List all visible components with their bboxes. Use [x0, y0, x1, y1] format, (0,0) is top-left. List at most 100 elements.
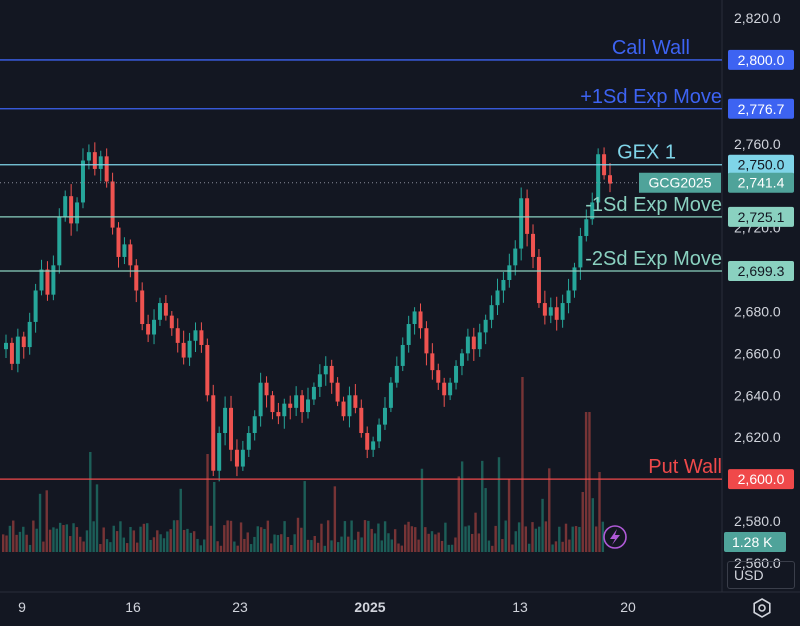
candle[interactable]: [39, 259, 44, 296]
candle[interactable]: [134, 259, 139, 303]
candle[interactable]: [51, 255, 56, 301]
candle[interactable]: [430, 343, 435, 380]
candle[interactable]: [306, 387, 310, 419]
candle[interactable]: [377, 418, 382, 449]
candle[interactable]: [353, 384, 358, 414]
candle[interactable]: [548, 297, 553, 324]
currency-selector[interactable]: USD: [727, 561, 795, 589]
candle[interactable]: [169, 311, 174, 336]
candle[interactable]: [359, 399, 364, 438]
candle[interactable]: [400, 337, 405, 372]
candle[interactable]: [365, 426, 370, 459]
candle[interactable]: [181, 330, 186, 365]
candle[interactable]: [229, 395, 234, 462]
candle[interactable]: [80, 148, 85, 209]
candle[interactable]: [477, 323, 482, 357]
candle[interactable]: [495, 278, 500, 316]
candle[interactable]: [442, 377, 447, 407]
candle[interactable]: [163, 295, 168, 321]
candle[interactable]: [542, 290, 547, 325]
candle[interactable]: [92, 142, 97, 176]
candle[interactable]: [15, 328, 20, 373]
candle[interactable]: [282, 398, 287, 429]
candle[interactable]: [211, 384, 216, 477]
candle[interactable]: [394, 356, 399, 388]
candle[interactable]: [146, 314, 151, 343]
candle[interactable]: [205, 338, 210, 402]
candle[interactable]: [347, 386, 352, 428]
candlestick-series[interactable]: [4, 142, 612, 482]
candle[interactable]: [608, 162, 612, 193]
candle[interactable]: [536, 249, 541, 308]
candle[interactable]: [388, 377, 393, 413]
candle[interactable]: [4, 334, 8, 359]
candle[interactable]: [519, 187, 524, 261]
candle[interactable]: [116, 222, 121, 268]
candle[interactable]: [459, 348, 464, 376]
candle[interactable]: [175, 318, 180, 353]
candle[interactable]: [448, 377, 453, 401]
candle[interactable]: [187, 332, 192, 366]
settings-icon[interactable]: [750, 596, 774, 620]
candle[interactable]: [311, 382, 316, 405]
candle[interactable]: [566, 278, 571, 314]
candle[interactable]: [465, 328, 470, 361]
candle[interactable]: [602, 147, 607, 180]
candle[interactable]: [276, 402, 281, 425]
candle[interactable]: [33, 283, 38, 333]
candle[interactable]: [27, 312, 32, 355]
candle[interactable]: [382, 397, 387, 430]
lightning-icon[interactable]: [603, 525, 627, 549]
candle[interactable]: [157, 297, 162, 326]
candle[interactable]: [572, 262, 577, 298]
candle[interactable]: [234, 439, 239, 477]
candle[interactable]: [217, 426, 222, 482]
candle[interactable]: [471, 327, 476, 361]
candle[interactable]: [554, 296, 559, 331]
candle[interactable]: [578, 227, 583, 280]
candle[interactable]: [323, 356, 328, 386]
candle[interactable]: [371, 436, 376, 457]
candle[interactable]: [45, 261, 50, 301]
candle[interactable]: [75, 197, 80, 232]
candle[interactable]: [270, 391, 275, 420]
candle[interactable]: [98, 150, 103, 182]
candle[interactable]: [317, 364, 322, 397]
candle[interactable]: [300, 390, 305, 423]
candle[interactable]: [329, 359, 334, 394]
candle[interactable]: [436, 363, 441, 390]
date-axis[interactable]: 9 16 23 2025 13 20: [18, 599, 636, 615]
candle[interactable]: [341, 396, 346, 421]
candle[interactable]: [110, 172, 115, 235]
candle[interactable]: [246, 426, 251, 457]
candle[interactable]: [193, 322, 198, 353]
candle[interactable]: [140, 282, 145, 331]
candle[interactable]: [69, 184, 74, 236]
candle[interactable]: [590, 192, 595, 225]
candle[interactable]: [525, 189, 530, 247]
candle[interactable]: [9, 337, 14, 371]
candle[interactable]: [21, 331, 26, 359]
candle[interactable]: [501, 271, 506, 303]
candle[interactable]: [57, 208, 62, 274]
candle[interactable]: [294, 386, 299, 416]
candle[interactable]: [513, 240, 518, 276]
candle[interactable]: [424, 321, 429, 366]
candle[interactable]: [152, 309, 157, 345]
candle[interactable]: [531, 224, 536, 269]
candle[interactable]: [454, 360, 459, 390]
candle[interactable]: [483, 314, 488, 345]
candle[interactable]: [406, 315, 411, 353]
candle[interactable]: [252, 410, 257, 441]
candle[interactable]: [288, 395, 293, 420]
candle[interactable]: [489, 295, 494, 329]
candle[interactable]: [223, 396, 228, 446]
candle[interactable]: [86, 144, 91, 170]
candle[interactable]: [335, 377, 340, 407]
candle[interactable]: [412, 307, 417, 335]
candle[interactable]: [264, 376, 269, 408]
candle[interactable]: [584, 209, 589, 242]
candle[interactable]: [240, 440, 245, 471]
